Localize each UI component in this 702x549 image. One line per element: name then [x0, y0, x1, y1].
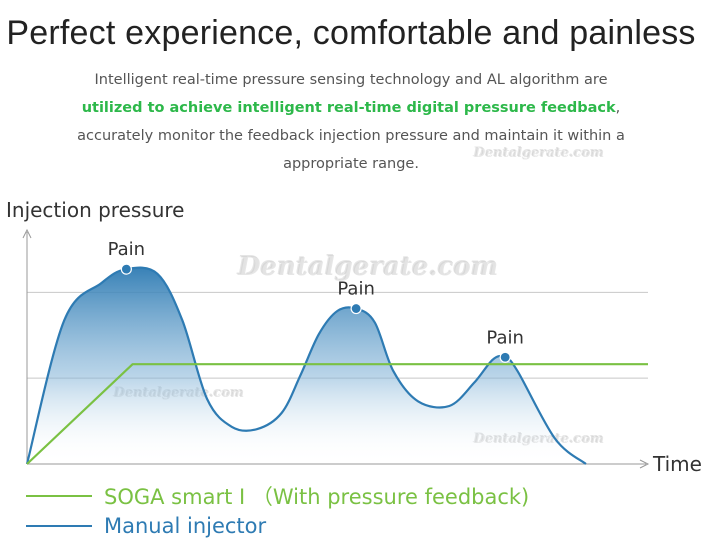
legend-item-manual: Manual injector	[26, 513, 266, 539]
watermark: Dentalgerate.com	[474, 146, 605, 161]
y-axis-label: Injection pressure	[6, 198, 185, 222]
pain-label: Pain	[486, 327, 524, 348]
legend-item-soga: SOGA smart I （With pressure feedback)	[26, 483, 529, 509]
description: Intelligent real-time pressure sensing t…	[70, 66, 632, 178]
y-axis-arrow	[22, 228, 32, 239]
legend-label-soga: SOGA smart I （With pressure feedback)	[104, 485, 530, 509]
watermark: Dentalgerate.com	[238, 252, 499, 282]
description-text-2: , accurately monitor the feedback inject…	[77, 100, 625, 172]
legend-swatch-soga	[26, 495, 92, 497]
x-axis-label: Time	[652, 452, 702, 476]
page-title: Perfect experience, comfortable and pain…	[6, 14, 696, 52]
pain-label: Pain	[337, 279, 375, 300]
legend-label-manual: Manual injector	[104, 514, 267, 538]
pain-marker	[120, 263, 132, 275]
pain-label: Pain	[108, 239, 146, 260]
pressure-chart: Injection pressure Time Pain Pain Pain	[6, 198, 702, 476]
series-line-manual	[25, 266, 587, 465]
series-line-soga	[26, 363, 648, 465]
series-area-manual	[27, 267, 586, 464]
pain-marker	[499, 351, 511, 363]
description-highlight: utilized to achieve intelligent real-tim…	[81, 100, 616, 116]
legend-swatch-manual	[26, 525, 92, 527]
description-text-1: Intelligent real-time pressure sensing t…	[94, 72, 608, 88]
x-axis-arrow	[639, 459, 650, 469]
pain-marker	[350, 302, 362, 315]
